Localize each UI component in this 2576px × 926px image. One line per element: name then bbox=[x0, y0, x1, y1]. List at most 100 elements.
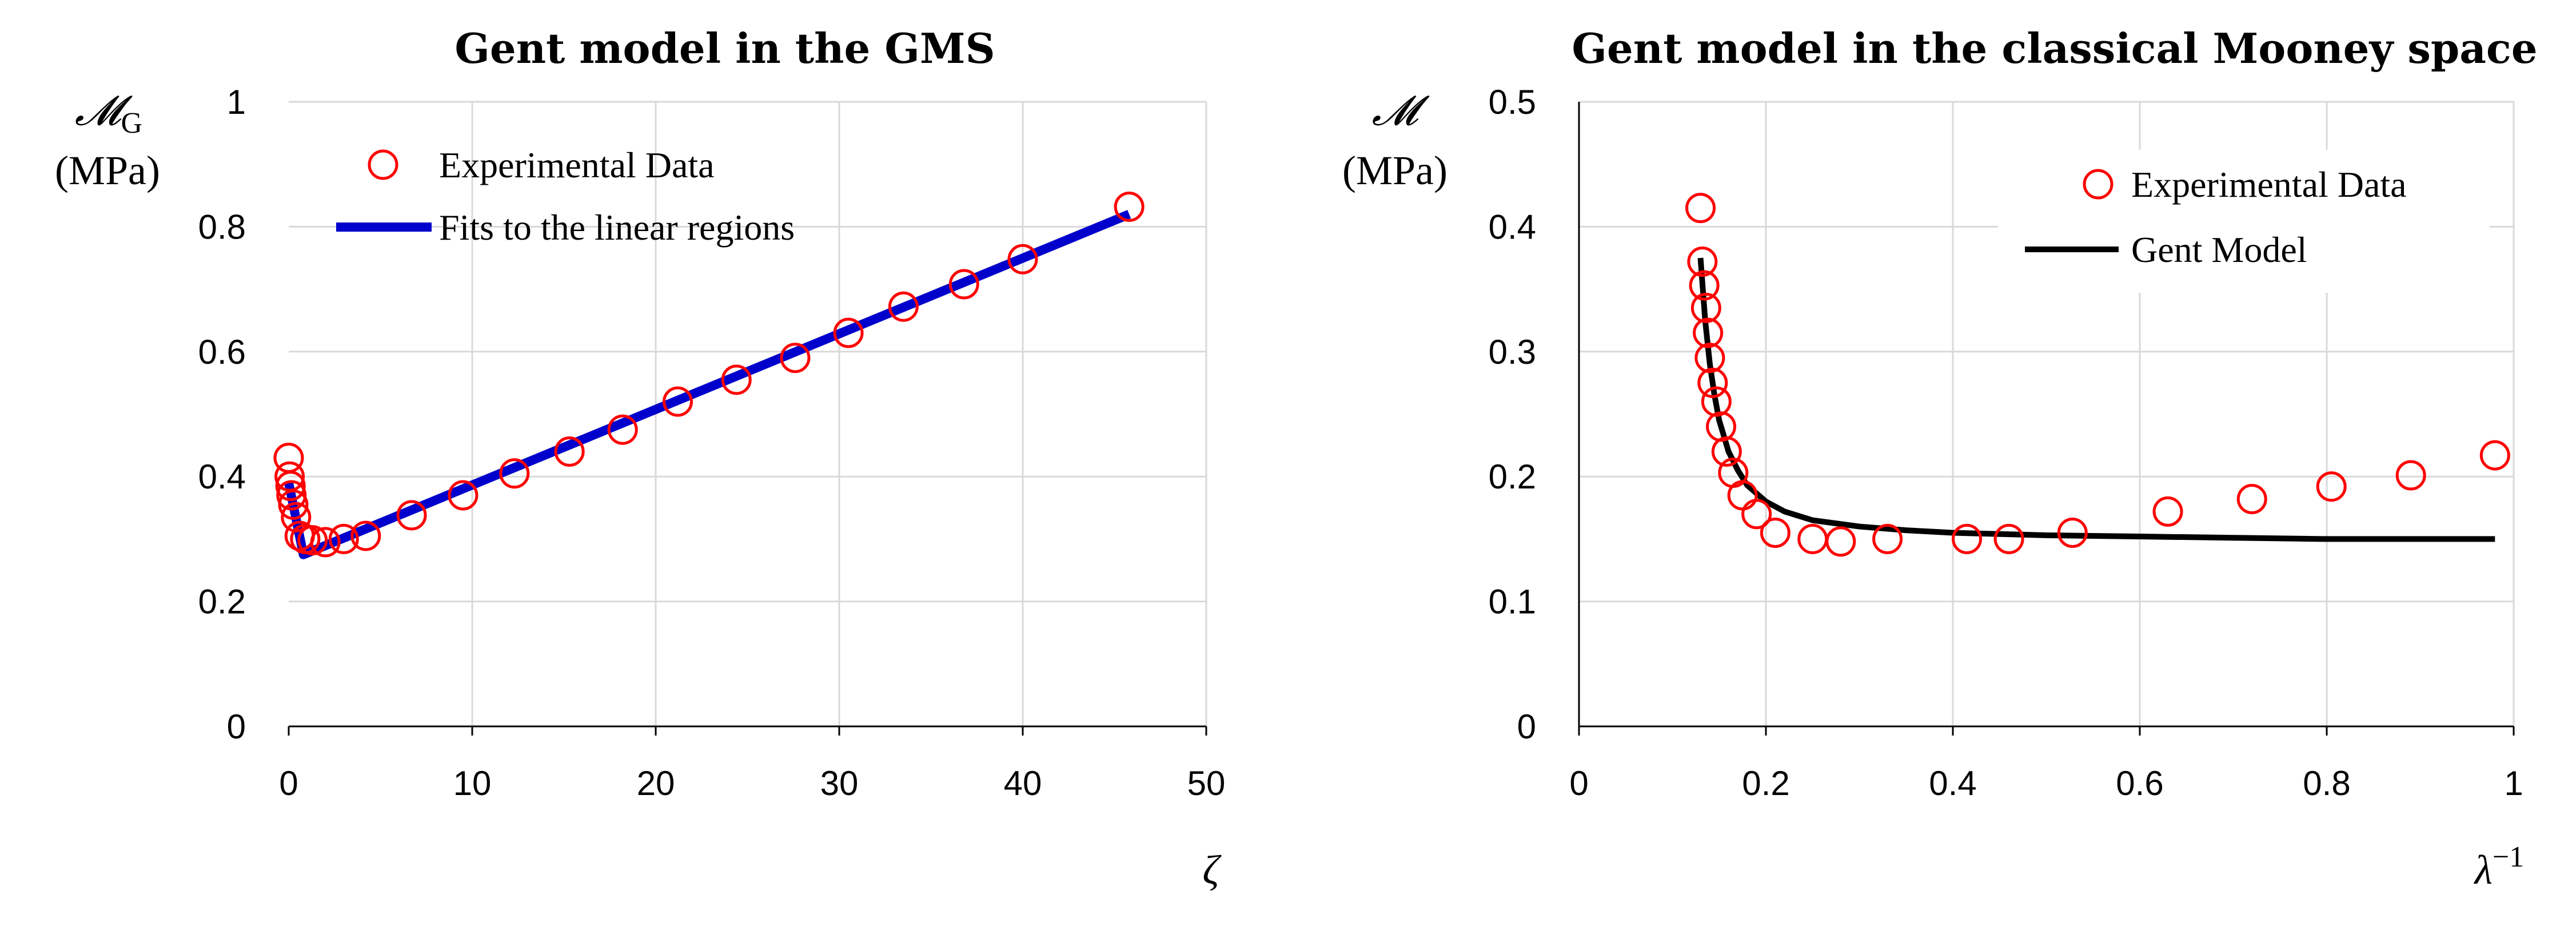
right-data-point bbox=[1689, 270, 1720, 301]
right-x-axis-superscript: −1 bbox=[2493, 841, 2524, 873]
right-y-axis-units: (MPa) bbox=[1342, 148, 1447, 193]
right-y-tick-label: 0.2 bbox=[1489, 458, 1536, 496]
left-data-point bbox=[281, 502, 312, 532]
right-data-point bbox=[1952, 523, 1983, 554]
right-y-tick-label: 0.5 bbox=[1489, 83, 1536, 121]
left-x-tick-label: 20 bbox=[637, 764, 675, 802]
left-y-axis-units: (MPa) bbox=[55, 148, 160, 193]
right-data-point bbox=[1711, 436, 1742, 467]
left-grid bbox=[289, 101, 1207, 726]
left-data-point bbox=[328, 523, 359, 554]
right-x-tick-label: 0.4 bbox=[1929, 764, 1976, 802]
left-x-tick-label: 30 bbox=[820, 764, 859, 802]
left-data-point bbox=[297, 525, 328, 556]
right-data-point bbox=[1690, 292, 1721, 323]
left-data-point bbox=[275, 471, 306, 502]
right-y-tick-label: 0.3 bbox=[1489, 333, 1536, 371]
right-y-tick-label: 0 bbox=[1517, 708, 1536, 746]
right-x-axis-label: λ−1 bbox=[2474, 841, 2525, 893]
left-y-axis-subscript: G bbox=[121, 107, 143, 140]
right-legend: Experimental Data Gent Model bbox=[1998, 150, 2490, 293]
right-data-point bbox=[2236, 484, 2267, 515]
right-y-tick-label: 0.4 bbox=[1489, 208, 1536, 246]
right-data-point bbox=[2152, 496, 2183, 527]
right-x-tick-label: 0 bbox=[1569, 764, 1588, 802]
legend-marker-experimental bbox=[2083, 169, 2114, 200]
left-data-point bbox=[888, 291, 919, 322]
left-data-point bbox=[721, 364, 752, 395]
left-data-point bbox=[663, 386, 693, 417]
right-data-point bbox=[1993, 523, 2024, 554]
left-data-point bbox=[310, 527, 341, 558]
right-data-point bbox=[1701, 386, 1732, 417]
right-data-point bbox=[1697, 367, 1728, 398]
left-data-point bbox=[350, 520, 381, 551]
left-data-point bbox=[396, 500, 427, 531]
right-x-tick-label: 0.2 bbox=[1742, 764, 1789, 802]
right-series-line-gent-model bbox=[1697, 257, 2495, 542]
left-chart: Gent model in the GMS 0 0.2 0.4 0.6 0.8 1 0 10… bbox=[55, 24, 1225, 893]
left-data-point bbox=[448, 480, 478, 511]
right-data-point bbox=[1727, 480, 1758, 511]
right-y-axis-label: 𝓜 bbox=[1372, 88, 1430, 134]
right-data-point bbox=[1825, 526, 1856, 557]
legend-label-experimental: Experimental Data bbox=[2131, 164, 2407, 205]
right-y-tick-label: 0.1 bbox=[1489, 583, 1536, 621]
right-data-point bbox=[1687, 247, 1718, 277]
left-y-tick-label: 0.6 bbox=[198, 333, 246, 371]
right-series bbox=[1685, 193, 2510, 557]
right-chart-title: Gent model in the classical Mooney space bbox=[1572, 24, 2537, 73]
left-x-tick-label: 10 bbox=[453, 764, 492, 802]
right-data-point bbox=[1693, 317, 1724, 348]
right-y-ticks: 0 0.1 0.2 0.3 0.4 0.5 bbox=[1489, 83, 1536, 746]
legend-label-gent: Gent Model bbox=[2131, 229, 2307, 270]
left-data-point bbox=[833, 317, 864, 348]
left-x-ticks: 0 10 20 30 40 50 bbox=[279, 726, 1225, 802]
left-x-axis-label: ζ bbox=[1202, 847, 1222, 893]
right-grid bbox=[1579, 101, 2515, 726]
right-x-ticks: 0 0.2 0.4 0.6 0.8 1 bbox=[1569, 726, 2523, 802]
left-data-point bbox=[1007, 244, 1038, 275]
right-data-point bbox=[1685, 193, 1716, 224]
right-data-point bbox=[2057, 517, 2088, 548]
left-data-point bbox=[499, 458, 530, 489]
right-data-point bbox=[1760, 517, 1791, 548]
right-data-point bbox=[2479, 440, 2510, 471]
right-data-point bbox=[1797, 523, 1828, 554]
left-x-tick-label: 0 bbox=[279, 764, 298, 802]
left-x-tick-label: 50 bbox=[1187, 764, 1226, 802]
left-data-point bbox=[780, 343, 811, 373]
legend-marker-experimental bbox=[368, 149, 398, 180]
right-data-point bbox=[1872, 523, 1903, 554]
left-chart-title: Gent model in the GMS bbox=[454, 24, 995, 73]
right-data-point bbox=[2316, 471, 2347, 502]
left-data-point bbox=[554, 436, 585, 467]
left-series bbox=[273, 191, 1145, 559]
right-chart: Gent model in the classical Mooney space… bbox=[1342, 24, 2538, 893]
left-y-tick-label: 1 bbox=[227, 83, 246, 121]
right-x-axis-symbol: λ bbox=[2474, 847, 2493, 893]
right-x-tick-label: 0.6 bbox=[2116, 764, 2163, 802]
left-data-point bbox=[948, 269, 979, 300]
right-data-point bbox=[2395, 460, 2426, 491]
left-data-point bbox=[278, 489, 309, 520]
left-y-tick-label: 0 bbox=[227, 708, 246, 746]
right-data-point bbox=[1694, 343, 1725, 373]
left-data-point bbox=[1114, 191, 1145, 222]
left-y-tick-label: 0.8 bbox=[198, 208, 246, 246]
legend-label-experimental: Experimental Data bbox=[439, 145, 715, 185]
right-x-tick-label: 1 bbox=[2504, 764, 2523, 802]
left-x-tick-label: 40 bbox=[1004, 764, 1042, 802]
left-data-point bbox=[607, 414, 638, 445]
left-legend: Experimental Data Fits to the linear reg… bbox=[336, 145, 795, 248]
right-data-point bbox=[1741, 499, 1772, 530]
left-y-ticks: 0 0.2 0.4 0.6 0.8 1 bbox=[198, 83, 246, 746]
left-series-line-fits-to-the-linear-regions bbox=[284, 210, 1131, 559]
legend-label-fits: Fits to the linear regions bbox=[439, 207, 795, 248]
legend-background bbox=[1998, 150, 2490, 293]
left-y-tick-label: 0.4 bbox=[198, 458, 246, 496]
left-y-tick-label: 0.2 bbox=[198, 583, 246, 621]
left-y-axis-label: 𝓜G bbox=[75, 88, 142, 140]
right-x-tick-label: 0.8 bbox=[2303, 764, 2350, 802]
